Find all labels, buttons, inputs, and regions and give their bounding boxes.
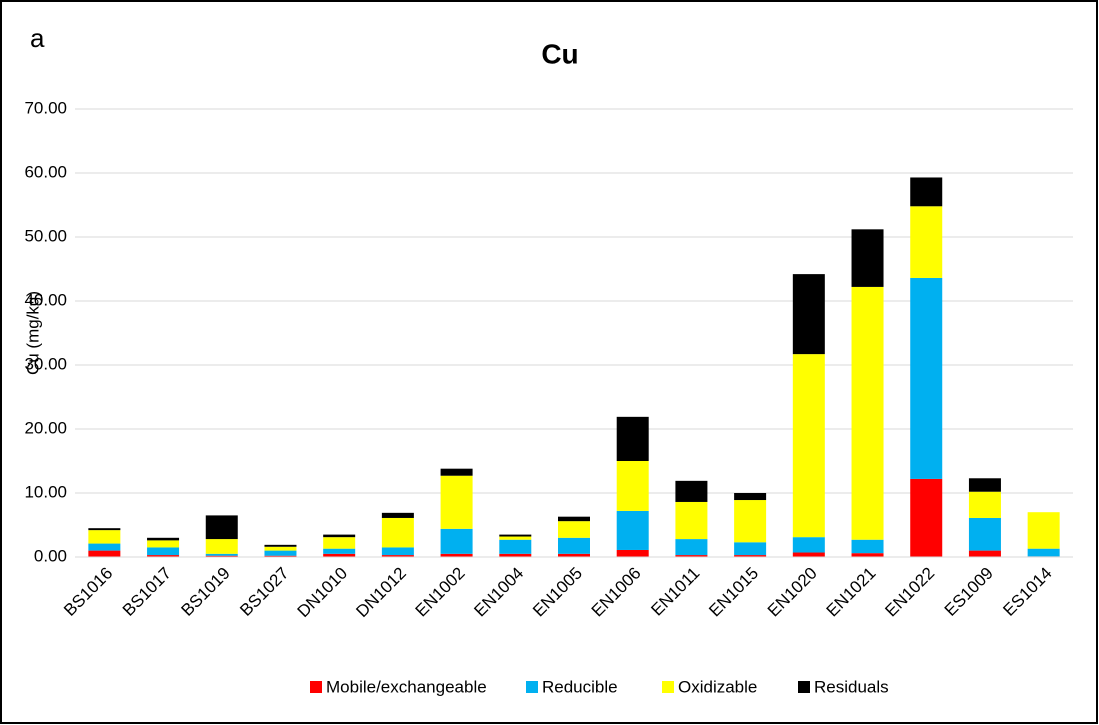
bar-segment: [558, 553, 590, 557]
bar-segment: [147, 540, 180, 548]
bar-segment: [147, 547, 180, 556]
bar-segment: [910, 177, 943, 207]
bar-segment: [264, 550, 297, 556]
y-tick-label: 0.00: [34, 546, 67, 565]
bar-segment: [910, 478, 943, 557]
bar-segment: [88, 543, 121, 551]
bar-segment: [675, 539, 708, 556]
bar-segment: [792, 537, 825, 553]
bar-segment: [205, 515, 238, 540]
y-tick-label: 30.00: [24, 354, 67, 373]
bar-segment: [88, 550, 121, 557]
legend-label: Reducible: [542, 677, 618, 696]
bar-segment: [910, 277, 943, 479]
bar-segment: [675, 480, 708, 502]
bar-segment: [381, 555, 414, 557]
bar-segment: [851, 286, 884, 540]
bar-segment: [323, 548, 356, 554]
bar-segment: [616, 549, 649, 557]
bar-segment: [675, 555, 708, 557]
bar-segment: [440, 553, 473, 557]
bar-segment: [323, 553, 356, 557]
bar-segment: [792, 274, 825, 355]
bar-segment: [616, 416, 649, 461]
bar-segment: [440, 475, 473, 529]
y-tick-label: 60.00: [24, 162, 67, 181]
bar-segment: [1027, 548, 1060, 557]
bar-segment: [851, 553, 884, 557]
legend-label: Oxidizable: [678, 677, 757, 696]
bar-segment: [323, 537, 356, 549]
bar-segment: [499, 534, 532, 537]
bar-segment: [968, 550, 1001, 557]
bar-segment: [381, 517, 414, 548]
chart-title: Cu: [541, 38, 578, 69]
bar-segment: [968, 478, 1001, 492]
y-tick-label: 20.00: [24, 418, 67, 437]
bar-segment: [734, 493, 767, 501]
bar-segment: [792, 354, 825, 538]
legend-swatch: [310, 681, 322, 693]
bar-segment: [88, 530, 121, 544]
y-tick-label: 50.00: [24, 226, 67, 245]
y-axis-label: Cu (mg/kg): [23, 291, 42, 375]
bar-segment: [968, 491, 1001, 518]
legend-swatch: [526, 681, 538, 693]
legend-swatch: [662, 681, 674, 693]
bar-segment: [499, 539, 532, 554]
bar-segment: [205, 553, 238, 556]
bar-segment: [910, 206, 943, 278]
legend-label: Residuals: [814, 677, 889, 696]
panel-label: a: [30, 23, 45, 53]
bar-segment: [88, 528, 121, 531]
y-tick-label: 70.00: [24, 98, 67, 117]
bar-segment: [734, 555, 767, 557]
bar-segment: [616, 461, 649, 511]
bar-segment: [968, 517, 1001, 551]
bar-segment: [440, 468, 473, 476]
bar-segment: [851, 539, 884, 554]
bar-segment: [499, 536, 532, 540]
bar-segment: [147, 537, 180, 541]
y-tick-label: 10.00: [24, 482, 67, 501]
bar-segment: [440, 528, 473, 554]
bar-segment: [1027, 512, 1060, 549]
legend-swatch: [798, 681, 810, 693]
bar-segment: [381, 512, 414, 518]
bar-segment: [851, 229, 884, 287]
bar-segment: [264, 544, 297, 547]
bar-segment: [792, 552, 825, 557]
bar-segment: [264, 546, 297, 551]
bar-segment: [675, 501, 708, 540]
bar-segment: [558, 516, 590, 522]
bar-segment: [616, 510, 649, 550]
legend-label: Mobile/exchangeable: [326, 677, 487, 696]
bar-segment: [558, 537, 590, 554]
bar-segment: [499, 553, 532, 557]
bar-segment: [734, 500, 767, 543]
y-tick-label: 40.00: [24, 290, 67, 309]
bar-segment: [381, 547, 414, 556]
bar-segment: [323, 534, 356, 538]
bar-segment: [147, 555, 180, 557]
bar-segment: [264, 555, 297, 557]
bar-segment: [558, 521, 590, 538]
bar-segment: [205, 539, 238, 554]
bar-segment: [205, 555, 238, 557]
bar-segment: [734, 542, 767, 556]
